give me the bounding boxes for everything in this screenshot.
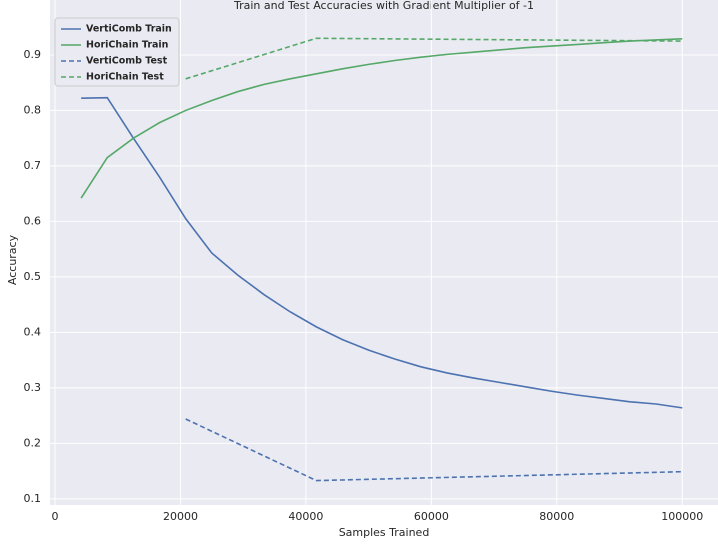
line — [185, 37, 683, 80]
y-tick-label: 0.5 — [24, 270, 42, 283]
y-tick-label: 0.9 — [24, 48, 42, 61]
line — [80, 38, 683, 199]
y-tick-label: 0.2 — [24, 436, 42, 449]
legend-label: VertiComb Test — [86, 56, 168, 67]
y-tick-label: 0.1 — [24, 492, 42, 505]
y-tick-label: 0.8 — [24, 103, 42, 116]
line — [81, 96, 683, 409]
y-axis-label: Accuracy — [6, 234, 19, 285]
legend-label: HoriChain Train — [86, 40, 169, 51]
x-tick-label: 60000 — [414, 510, 449, 523]
y-tick-label: 0.6 — [24, 214, 42, 227]
y-tick-label: 0.4 — [24, 325, 42, 338]
legend-label: HoriChain Test — [86, 72, 164, 83]
chart-title: Train and Test Accuracies with Gradient … — [233, 0, 534, 12]
legend-box — [54, 17, 180, 87]
x-tick-label: 100000 — [661, 510, 703, 523]
x-axis-label: Samples Trained — [339, 526, 430, 539]
line — [185, 418, 683, 482]
y-tick-label: 0.3 — [24, 381, 42, 394]
legend: VertiComb Train HoriChain Train VertiComb … — [54, 17, 180, 87]
x-tick-label: 0 — [52, 510, 59, 523]
x-tick-label: 20000 — [163, 510, 198, 523]
x-tick-label: 80000 — [539, 510, 574, 523]
y-tick-label: 0.7 — [24, 159, 42, 172]
legend-label: VertiComb Train — [86, 24, 172, 35]
x-tick-label: 40000 — [288, 510, 323, 523]
